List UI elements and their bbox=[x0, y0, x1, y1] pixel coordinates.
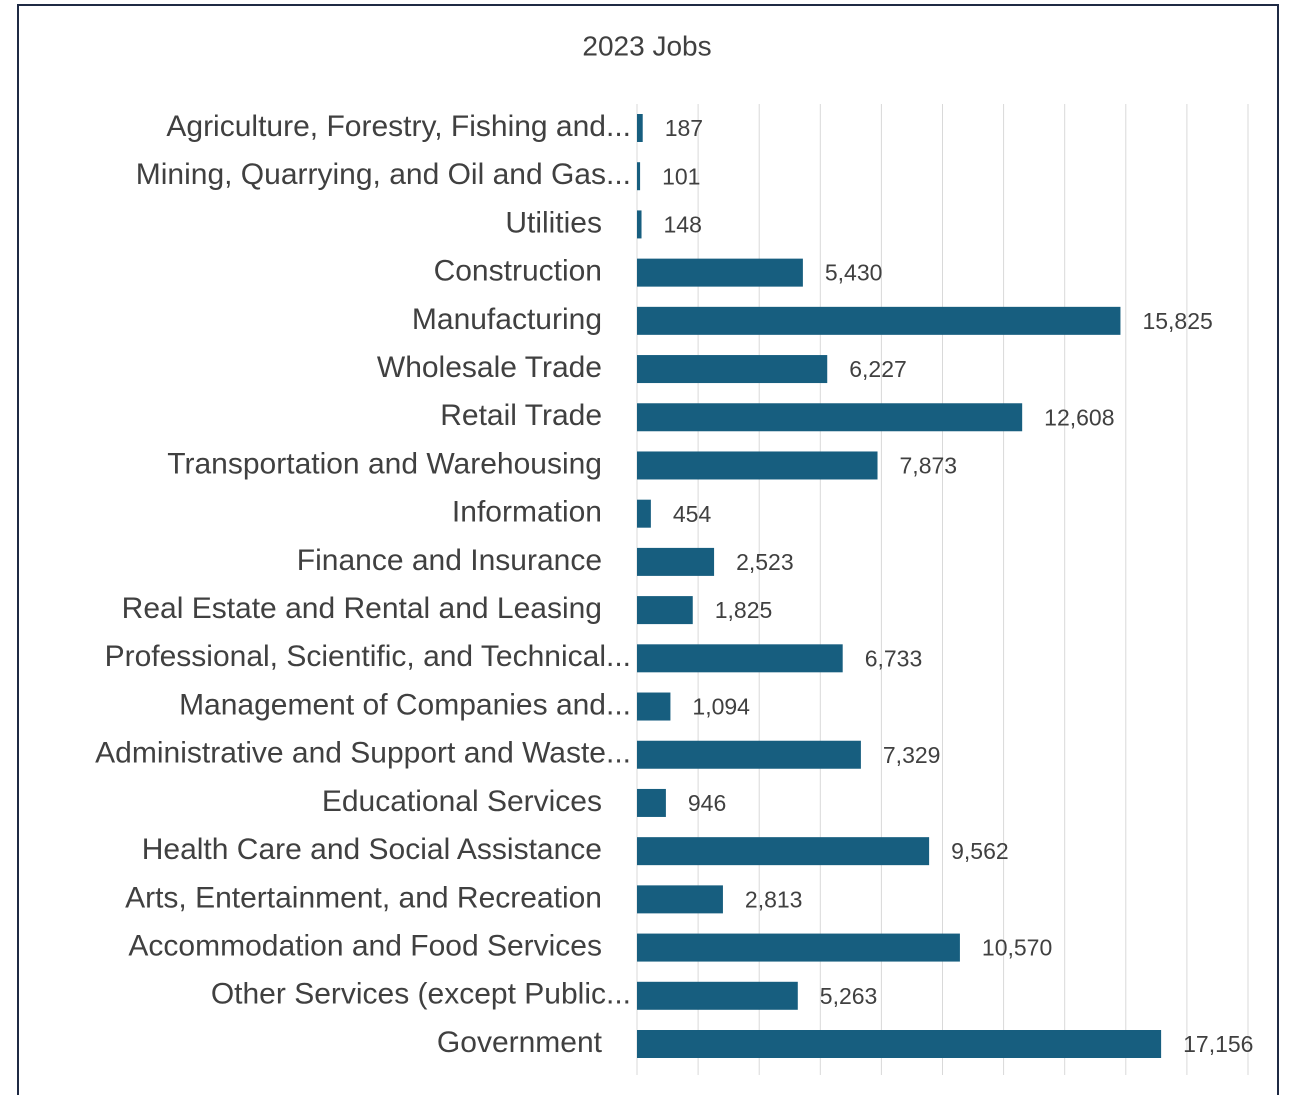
chart-title: 2023 Jobs bbox=[582, 30, 711, 61]
data-label: 6,733 bbox=[865, 645, 923, 671]
y-tick-label: Agriculture, Forestry, Fishing and... bbox=[166, 110, 631, 143]
y-tick-label: Finance and Insurance bbox=[297, 544, 602, 577]
bar bbox=[637, 885, 723, 914]
bar bbox=[637, 692, 671, 721]
bar bbox=[637, 933, 960, 962]
bar bbox=[637, 114, 643, 142]
y-tick-label: Administrative and Support and Waste... bbox=[95, 737, 631, 770]
bar bbox=[637, 981, 798, 1010]
data-label: 1,825 bbox=[715, 597, 773, 623]
data-label: 9,562 bbox=[951, 838, 1009, 864]
y-tick-label: Mining, Quarrying, and Oil and Gas... bbox=[136, 158, 631, 191]
bar bbox=[637, 355, 828, 384]
bar bbox=[637, 596, 693, 625]
y-tick-label: Management of Companies and... bbox=[179, 688, 631, 721]
data-label: 187 bbox=[665, 115, 703, 141]
y-tick-label: Transportation and Warehousing bbox=[167, 447, 602, 480]
y-tick-label: Health Care and Social Assistance bbox=[142, 833, 602, 866]
y-tick-label: Government bbox=[437, 1026, 603, 1059]
y-tick-label: Professional, Scientific, and Technical.… bbox=[105, 640, 631, 673]
y-tick-label: Real Estate and Rental and Leasing bbox=[122, 592, 602, 625]
bar bbox=[637, 547, 715, 576]
y-tick-label: Accommodation and Food Services bbox=[128, 930, 602, 963]
data-label: 101 bbox=[662, 163, 700, 189]
y-tick-label: Information bbox=[452, 496, 602, 529]
data-label: 946 bbox=[688, 790, 726, 816]
bar bbox=[637, 1030, 1162, 1058]
y-tick-label: Construction bbox=[434, 255, 602, 288]
y-tick-label: Retail Trade bbox=[440, 399, 602, 432]
y-tick-label: Utilities bbox=[505, 206, 602, 239]
bar bbox=[637, 499, 651, 528]
bar bbox=[637, 210, 642, 239]
data-label: 12,608 bbox=[1044, 404, 1114, 430]
bar bbox=[637, 162, 641, 191]
bar bbox=[637, 258, 803, 287]
data-label: 5,263 bbox=[820, 983, 878, 1009]
bar bbox=[637, 837, 930, 866]
bar bbox=[637, 306, 1121, 335]
data-label: 15,825 bbox=[1142, 308, 1212, 334]
data-label: 2,523 bbox=[736, 549, 794, 575]
bar bbox=[637, 451, 878, 480]
bar bbox=[637, 788, 666, 817]
bar bbox=[637, 403, 1023, 432]
y-tick-label: Educational Services bbox=[322, 785, 602, 818]
data-label: 7,329 bbox=[883, 742, 941, 768]
data-label: 7,873 bbox=[900, 453, 958, 479]
data-label: 5,430 bbox=[825, 260, 883, 286]
data-label: 6,227 bbox=[849, 356, 907, 382]
bar bbox=[637, 644, 843, 673]
data-label: 1,094 bbox=[692, 694, 750, 720]
data-label: 10,570 bbox=[982, 935, 1052, 961]
y-tick-label: Wholesale Trade bbox=[377, 351, 602, 384]
data-label: 148 bbox=[664, 211, 702, 237]
y-tick-label: Manufacturing bbox=[412, 303, 602, 336]
data-label: 2,813 bbox=[745, 886, 803, 912]
bar bbox=[637, 740, 861, 769]
y-tick-label: Other Services (except Public... bbox=[211, 978, 631, 1011]
y-tick-label: Arts, Entertainment, and Recreation bbox=[125, 881, 602, 914]
data-label: 17,156 bbox=[1183, 1031, 1253, 1057]
data-label: 454 bbox=[673, 501, 712, 527]
